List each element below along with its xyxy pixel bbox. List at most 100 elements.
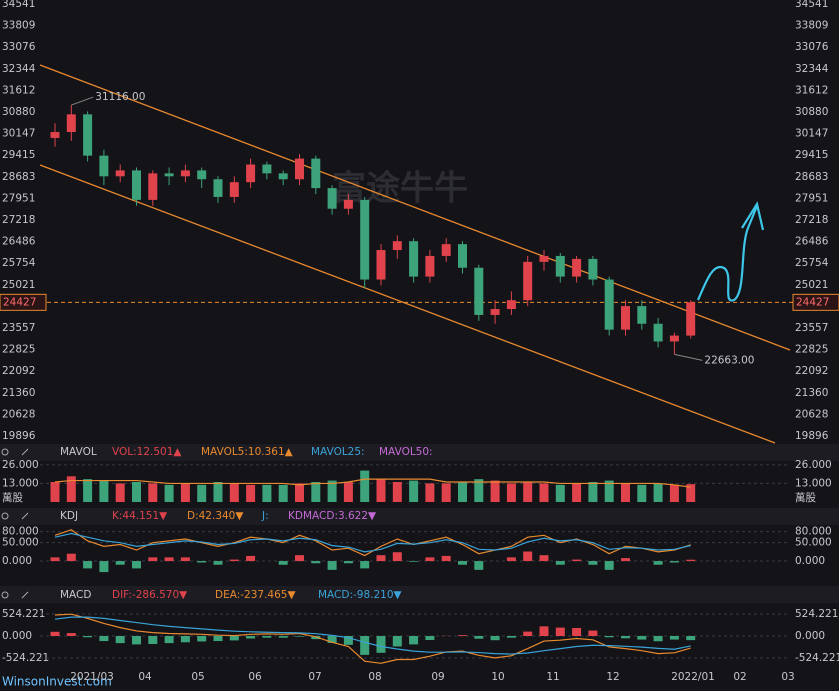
settings-icon <box>1 591 9 599</box>
y-tick-label: 27951 <box>795 192 828 204</box>
y-tick-label: 0.000 <box>795 555 825 567</box>
kd-hist-bar <box>572 559 582 562</box>
volume-bar <box>83 479 93 502</box>
kd-hist-bar <box>343 561 353 564</box>
y-tick-label: 22092 <box>795 365 828 377</box>
macd-hist-bar <box>50 631 60 637</box>
y-tick-label: 26486 <box>2 236 36 248</box>
volume-bar <box>66 476 76 502</box>
y-tick-label: 524.221 <box>795 608 838 620</box>
candle-body <box>229 182 239 197</box>
y-tick-label: 29415 <box>2 149 35 161</box>
y-tick-label: 23557 <box>795 322 828 334</box>
volume-bar <box>474 479 484 502</box>
candle-body <box>425 255 435 277</box>
volume-bar <box>327 480 337 502</box>
volume-bar <box>360 470 370 502</box>
candle-body <box>197 170 207 180</box>
macd-hist-bar <box>621 636 630 639</box>
candle-body <box>523 261 533 301</box>
y-tick-label: 23557 <box>2 322 35 334</box>
y-tick-label: 30147 <box>795 128 828 140</box>
current-price-label: 24427 <box>3 296 36 308</box>
volume-bar <box>506 483 516 502</box>
volume-bar <box>555 484 565 502</box>
candle-body <box>180 170 190 177</box>
macd-hist-bar <box>164 636 174 644</box>
candle-body <box>409 241 419 277</box>
kd-hist-bar <box>213 561 223 565</box>
annotation: 22663.00 <box>704 354 754 366</box>
candle-body <box>213 179 223 197</box>
y-tick-label: 21360 <box>795 387 828 399</box>
candle-body <box>604 279 614 330</box>
y-tick-label: 31612 <box>795 84 828 96</box>
kd-hist-bar <box>669 561 679 563</box>
candle-body <box>262 164 272 174</box>
volume-bar <box>343 482 353 502</box>
macd-hist-bar <box>637 636 647 640</box>
candle-body <box>572 258 582 277</box>
volume-bar <box>311 482 321 502</box>
macd-hist-bar <box>474 636 484 639</box>
legend-entry: MAVOL5:10.361▲ <box>201 446 294 458</box>
y-tick-label: 33076 <box>2 41 36 53</box>
y-tick-label: 28683 <box>795 171 828 183</box>
kd-hist-bar <box>686 559 696 562</box>
panel-title: MAVOL <box>60 446 97 458</box>
candle-body <box>686 302 696 336</box>
kd-hist-bar <box>458 561 467 565</box>
volume-bar <box>197 484 207 502</box>
y-tick-label: 50.000 <box>2 537 39 549</box>
volume-bar <box>523 482 533 502</box>
x-tick-label: 11 <box>546 671 559 683</box>
macd-hist-bar <box>458 635 467 637</box>
kd-hist-bar <box>425 557 435 562</box>
candle-body <box>83 114 93 156</box>
y-tick-label: 26.000 <box>2 459 39 471</box>
macd-hist-bar <box>686 636 696 641</box>
x-tick-label: 09 <box>431 671 444 683</box>
macd-hist-bar <box>343 636 353 645</box>
volume-bar <box>669 484 679 502</box>
legend-entry: MACD:-98.210▼ <box>318 589 403 601</box>
y-tick-label: 50.000 <box>795 537 832 549</box>
y-tick-label: 0.000 <box>795 630 825 642</box>
kd-hist-bar <box>555 561 565 565</box>
macd-hist-bar <box>213 636 223 642</box>
macd-hist-bar <box>409 636 419 645</box>
footer: WinsonInvest.com <box>2 675 112 689</box>
candle-body <box>506 300 516 310</box>
kd-hist-bar <box>327 561 337 570</box>
y-tick-label: 32344 <box>795 63 829 75</box>
y-tick-label: 25754 <box>795 257 829 269</box>
kd-hist-bar <box>392 552 402 562</box>
volume-bar <box>588 482 598 502</box>
volume-bar <box>441 483 451 502</box>
candle-body <box>311 158 321 189</box>
legend-entry: J: <box>261 510 269 522</box>
hand-arrow <box>697 205 759 302</box>
macd-hist-bar <box>66 633 76 637</box>
settings-icon <box>1 512 9 520</box>
macd-hist-bar <box>327 636 337 643</box>
y-tick-label: 33809 <box>2 20 35 32</box>
kd-hist-bar <box>539 555 549 562</box>
y-tick-label: 30147 <box>2 128 35 140</box>
x-tick-label: 02 <box>733 671 746 683</box>
macd-hist-bar <box>148 636 158 644</box>
macd-hist-bar <box>555 627 565 637</box>
candle-body <box>669 335 679 342</box>
candle-body <box>115 170 125 177</box>
x-tick-label: 05 <box>191 671 204 683</box>
candle-body <box>490 309 500 315</box>
macd-hist-bar <box>229 636 239 641</box>
kd-hist-bar <box>523 551 533 562</box>
candle-body <box>148 173 158 200</box>
kd-hist-bar <box>278 561 288 565</box>
macd-hist-bar <box>262 636 272 638</box>
unit-label: 萬股 <box>795 491 816 504</box>
volume-bar <box>164 484 174 502</box>
macd-hist-bar <box>180 636 190 643</box>
kd-hist-bar <box>295 555 304 562</box>
